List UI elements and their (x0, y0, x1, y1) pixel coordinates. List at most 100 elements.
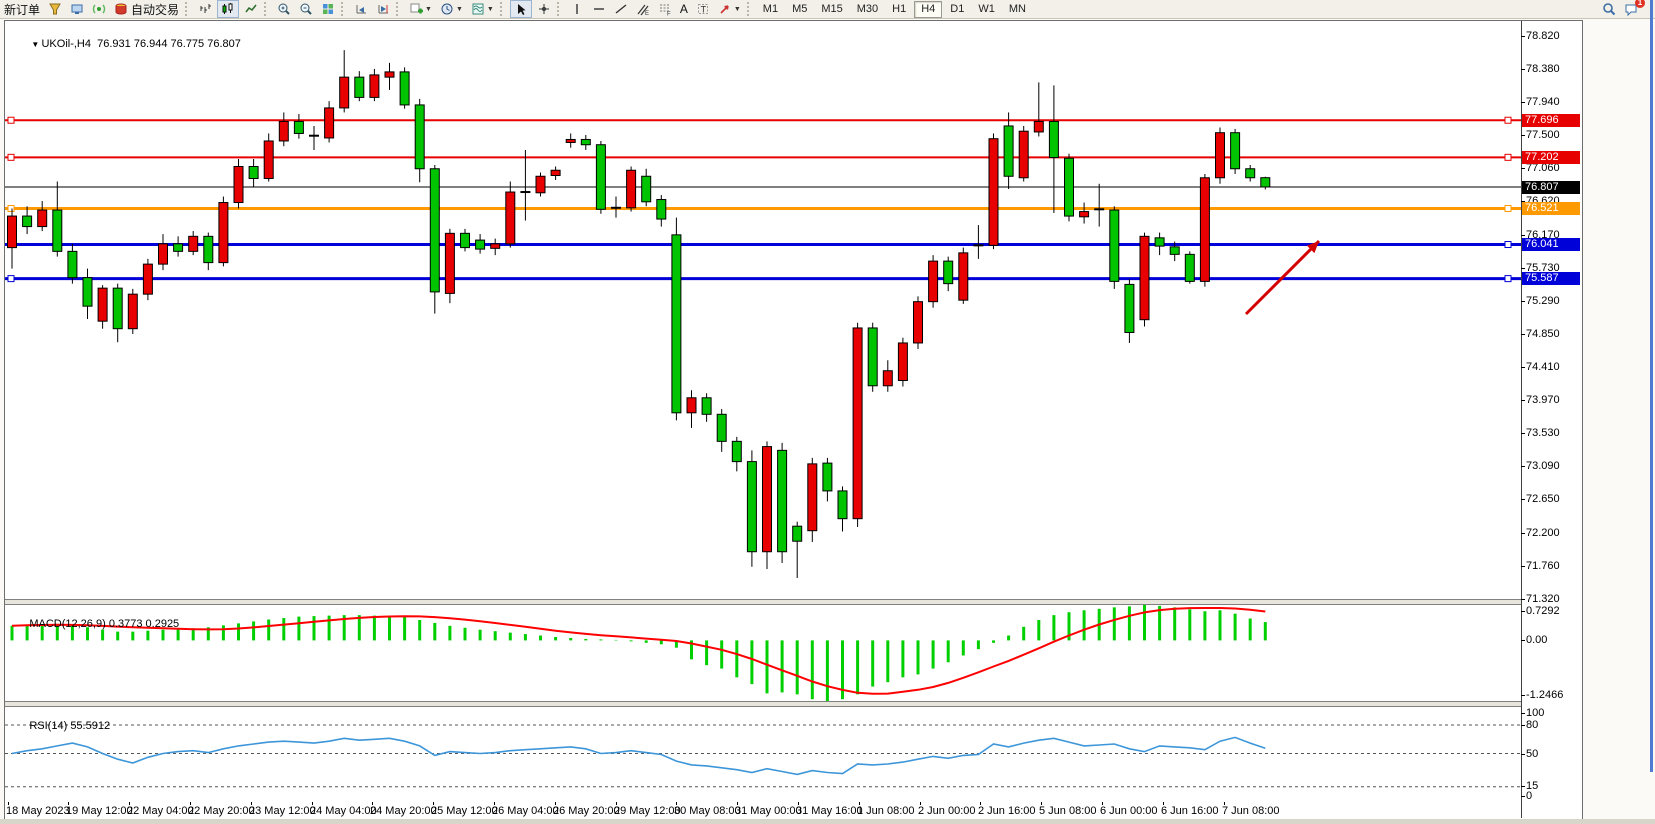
timeframe-m1-button[interactable]: M1 (762, 2, 779, 15)
candle-up (1079, 211, 1090, 218)
line-handle[interactable] (1504, 204, 1512, 212)
label-tool-button[interactable]: T (693, 1, 713, 17)
macd-pane[interactable] (5, 604, 1521, 701)
funnel-icon (48, 2, 62, 16)
zoom-out-icon (299, 2, 313, 16)
candle-down (203, 235, 214, 264)
notification-badge: 1 (1635, 0, 1645, 8)
toolbar-separator (746, 2, 754, 16)
price-chart-pane[interactable] (5, 23, 1521, 600)
crosshair-button[interactable] (534, 1, 554, 17)
auto-scroll-icon (354, 2, 368, 16)
pane-separator[interactable] (5, 701, 1521, 707)
candle-up (1033, 120, 1044, 133)
profile-button[interactable] (67, 1, 87, 17)
funnel-button[interactable] (45, 1, 65, 17)
time-axis-tick (251, 802, 252, 805)
chat-button[interactable]: 1 (1621, 0, 1645, 17)
time-axis-label: 31 May 00:00 (735, 805, 802, 817)
timeframe-w1-button[interactable]: W1 (978, 2, 995, 15)
candle-down (1003, 125, 1014, 177)
template-button[interactable]: ▼ (468, 1, 497, 17)
line-handle[interactable] (1504, 241, 1512, 249)
timeframe-d1-button[interactable]: D1 (950, 2, 965, 15)
channel-icon: E (636, 2, 650, 16)
chart-shift-button[interactable] (373, 1, 393, 17)
time-axis-tick (859, 802, 860, 805)
fibonacci-button[interactable]: F (655, 1, 675, 17)
hline-button[interactable] (589, 1, 609, 17)
time-axis-label: 19 May 12:00 (66, 805, 133, 817)
candle-up (626, 169, 637, 209)
auto-scroll-button[interactable] (351, 1, 371, 17)
timeframe-m30-button[interactable]: M30 (856, 2, 879, 15)
add-indicator-button[interactable]: ▼ (406, 1, 435, 17)
pane-separator[interactable] (5, 599, 1521, 605)
rsi-tick: 100 (1520, 707, 1545, 719)
time-axis-tick (920, 802, 921, 805)
candle-up (188, 235, 199, 252)
rsi-pane[interactable] (5, 706, 1521, 801)
zoom-out-button[interactable] (296, 1, 316, 17)
line-handle[interactable] (1504, 116, 1512, 124)
search-button[interactable] (1599, 1, 1619, 17)
new-order-button[interactable]: 新订单 (1, 1, 43, 17)
line-chart-button[interactable] (241, 1, 261, 17)
candle-down (460, 232, 470, 249)
time-axis[interactable]: 18 May 2023 19 May 12:00 22 May 04:00 22 Ma… (5, 802, 1521, 818)
arrow-annotation[interactable] (1244, 239, 1321, 316)
macd-label: MACD(12,26,9) 0.3773 0.2925 (29, 618, 180, 630)
tile-windows-button[interactable] (318, 1, 338, 17)
signal-icon (92, 2, 106, 16)
candle-up (1139, 235, 1150, 321)
cursor-button[interactable] (509, 0, 532, 18)
candle-up (339, 76, 350, 109)
line-handle[interactable] (7, 204, 15, 212)
window-bottom-strip (0, 819, 1655, 824)
text-tool-button[interactable]: A (677, 1, 691, 17)
time-axis-tick (190, 802, 191, 805)
period-button[interactable]: ▼ (437, 1, 466, 17)
candle-up (535, 175, 546, 194)
timeframe-m15-button[interactable]: M15 (821, 2, 843, 15)
bars-chart-button[interactable] (195, 1, 215, 17)
signal-button[interactable] (89, 1, 109, 17)
price-scale[interactable]: 78.82078.38077.94077.50077.06076.62076.1… (1520, 21, 1582, 818)
candle-up (928, 260, 939, 303)
chevron-down-icon: ▼ (486, 5, 494, 13)
vline-icon (570, 2, 584, 16)
candle-up (37, 209, 48, 228)
toolbar-separator (341, 2, 348, 16)
timeframe-mn-button[interactable]: MN (1008, 2, 1026, 15)
rsi-tick: 0 (1520, 790, 1533, 802)
timeframe-h1-button[interactable]: H1 (892, 2, 907, 15)
arrows-button[interactable]: ▼ (715, 1, 744, 17)
vline-button[interactable] (567, 1, 587, 17)
symbol-dropdown-icon[interactable]: ▼ (31, 40, 42, 49)
trendline-button[interactable] (611, 1, 631, 17)
line-handle[interactable] (7, 116, 15, 124)
price-tick: 77.500 (1521, 128, 1560, 141)
zoom-in-button[interactable] (274, 1, 294, 17)
candle-down (1184, 253, 1195, 282)
candle-up (807, 463, 818, 532)
candles-chart-button[interactable] (217, 0, 240, 18)
candle-up (7, 215, 17, 249)
line-handle[interactable] (1504, 153, 1512, 161)
price-line-label: 75.587 (1522, 272, 1580, 286)
chevron-down-icon: ▼ (425, 5, 432, 13)
line-handle[interactable] (7, 153, 15, 161)
candle-down (656, 199, 667, 220)
timeframe-m5-button[interactable]: M5 (792, 2, 808, 15)
price-tick: 75.730 (1521, 261, 1560, 274)
timeframe-h4-button[interactable]: H4 (914, 0, 943, 18)
chart-window[interactable]: ▼ UKOil-,H4 76.931 76.944 76.775 76.807 … (4, 20, 1583, 821)
time-axis-tick (68, 802, 69, 805)
line-handle[interactable] (1504, 275, 1512, 283)
channel-button[interactable]: E (633, 1, 653, 17)
auto-trading-button[interactable]: 自动交易 (111, 1, 182, 17)
chevron-down-icon: ▼ (733, 5, 741, 13)
time-axis-tick (8, 802, 9, 805)
line-handle[interactable] (7, 275, 15, 283)
candle-up (882, 370, 893, 387)
